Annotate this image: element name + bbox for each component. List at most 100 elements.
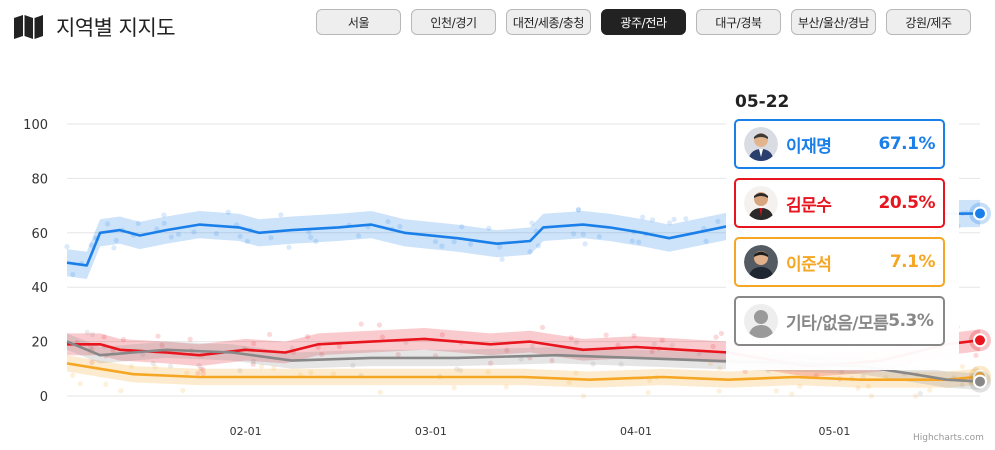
- tab-gangwon-jeju[interactable]: 강원/제주: [886, 9, 971, 35]
- poll-dot: [710, 343, 716, 350]
- poll-dot: [180, 387, 186, 394]
- x-tick-label: 02-01: [230, 425, 262, 438]
- poll-dot: [258, 363, 265, 369]
- poll-dot: [355, 233, 362, 239]
- poll-dot: [70, 372, 76, 378]
- poll-dot: [669, 342, 675, 348]
- poll-dot: [225, 209, 231, 215]
- poll-dot: [439, 332, 445, 338]
- x-tick-label: 05-01: [818, 425, 850, 438]
- poll-dot: [267, 331, 273, 338]
- poll-dot: [855, 385, 861, 391]
- poll-dot: [120, 336, 127, 343]
- poll-dot: [667, 220, 673, 226]
- poll-dot: [645, 389, 651, 396]
- highcharts-credit[interactable]: Highcharts.com: [913, 433, 984, 443]
- poll-dot: [315, 344, 321, 350]
- poll-dot: [308, 234, 314, 240]
- poll-dot: [575, 206, 582, 213]
- poll-dot: [707, 360, 714, 367]
- map-icon: [14, 15, 43, 39]
- tab-daegu-gyeongbuk[interactable]: 대구/경북: [696, 9, 781, 35]
- poll-dot: [237, 367, 243, 374]
- poll-dot: [64, 244, 70, 250]
- y-tick-label: 80: [31, 172, 48, 187]
- tooltip-card-other: 기타/없음/모름 5.3%: [734, 296, 945, 346]
- tab-busan-ulsan-gyeongnam[interactable]: 부산/울산/경남: [791, 9, 876, 35]
- candidate-percent: 5.3%: [888, 311, 934, 331]
- poll-dot: [582, 241, 588, 247]
- poll-dot: [154, 226, 160, 232]
- poll-dot: [89, 331, 96, 338]
- poll-dot: [566, 379, 572, 385]
- poll-dot: [927, 387, 933, 393]
- tooltip-card-candidate-1: 이재명 67.1%: [734, 119, 945, 169]
- poll-dot: [161, 212, 167, 218]
- series-line: [66, 362, 981, 382]
- y-tick-label: 40: [31, 281, 48, 296]
- poll-dot: [646, 377, 653, 383]
- poll-dot: [395, 352, 401, 358]
- poll-dot: [659, 337, 665, 343]
- poll-dot: [161, 220, 167, 226]
- poll-dot: [717, 365, 723, 371]
- poll-dot: [504, 347, 510, 353]
- candidate-photo-icon: [744, 245, 778, 279]
- series-line: [66, 340, 981, 383]
- poll-dot: [175, 231, 182, 237]
- poll-dot: [671, 216, 677, 222]
- poll-dot: [718, 330, 725, 337]
- poll-dot: [168, 234, 174, 240]
- poll-dot: [580, 231, 586, 237]
- tooltip-card-candidate-3: 이준석 7.1%: [734, 237, 945, 287]
- poll-dot: [111, 245, 117, 251]
- poll-dot: [535, 243, 542, 249]
- poll-dot: [336, 343, 343, 350]
- y-tick-label: 20: [31, 336, 48, 351]
- poll-dot: [603, 332, 609, 338]
- poll-dot: [200, 370, 206, 377]
- poll-dot: [683, 216, 689, 222]
- poll-dot: [379, 334, 386, 340]
- poll-dot: [636, 239, 642, 245]
- confidence-band: [67, 333, 980, 390]
- poll-dot: [860, 374, 866, 380]
- poll-dot: [271, 365, 277, 371]
- poll-dot: [797, 383, 803, 389]
- poll-dot: [651, 341, 658, 347]
- poll-dot: [596, 233, 602, 240]
- poll-dot: [432, 239, 439, 245]
- tab-gwangju-jeolla[interactable]: 광주/전라: [601, 9, 686, 35]
- poll-dot: [615, 342, 621, 348]
- candidate-name: 기타/없음/모름: [786, 313, 889, 334]
- poll-dot: [485, 369, 491, 375]
- poll-dot: [696, 350, 702, 357]
- poll-dot: [451, 239, 457, 245]
- poll-dot: [187, 336, 193, 342]
- poll-dot: [713, 334, 719, 340]
- tab-seoul[interactable]: 서울: [316, 9, 401, 35]
- candidate-percent: 20.5%: [878, 193, 936, 213]
- tab-daejeon-sejong-chungcheong[interactable]: 대전/세종/충청: [506, 9, 591, 35]
- poll-dot: [789, 391, 795, 397]
- poll-dot: [839, 369, 845, 375]
- poll-dot: [103, 381, 109, 387]
- poll-dot: [451, 384, 457, 391]
- poll-dot: [191, 229, 197, 235]
- poll-dot: [397, 223, 403, 230]
- poll-dot: [308, 370, 314, 376]
- tab-incheon-gyeonggi[interactable]: 인천/경기: [411, 9, 496, 35]
- poll-dot: [70, 271, 76, 278]
- candidate-name: 이준석: [786, 254, 832, 275]
- poll-dot: [527, 249, 533, 255]
- poll-dot: [715, 218, 721, 224]
- poll-dot: [376, 322, 383, 328]
- poll-dot: [454, 366, 460, 372]
- poll-dot: [155, 333, 161, 339]
- poll-dot: [529, 220, 535, 226]
- poll-dot: [89, 359, 95, 365]
- poll-dot: [118, 388, 124, 394]
- poll-dot: [539, 324, 546, 330]
- poll-dot: [195, 370, 201, 376]
- poll-dot: [575, 207, 582, 213]
